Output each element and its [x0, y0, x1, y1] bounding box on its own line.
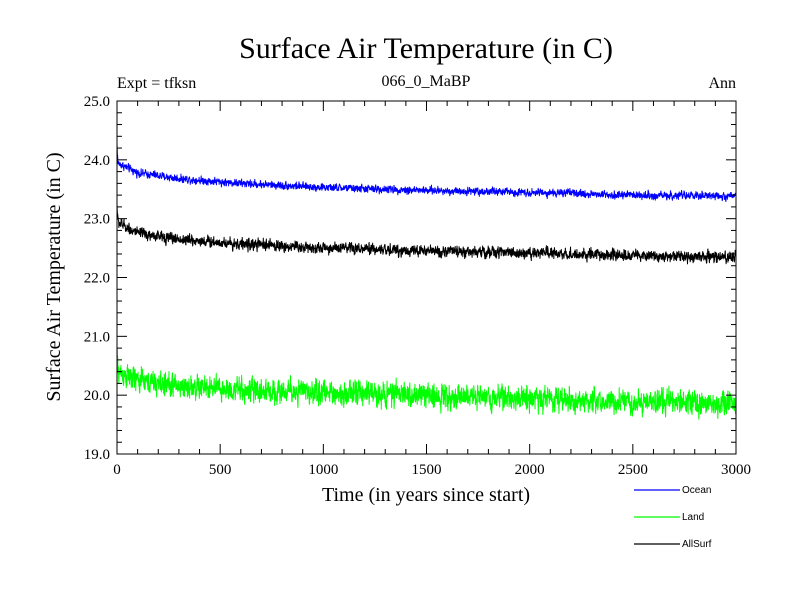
- x-tick-label: 500: [209, 462, 232, 478]
- x-axis-label: Time (in years since start): [322, 484, 530, 506]
- series-line-allsurf: [116, 203, 737, 265]
- x-tick-label: 2000: [515, 462, 545, 478]
- y-axis-label: Surface Air Temperature (in C): [43, 152, 65, 401]
- plot-frame: [116, 100, 737, 455]
- legend-item-ocean: Ocean: [634, 485, 711, 496]
- series-line-land: [116, 348, 737, 420]
- legend-label-ocean: Ocean: [682, 485, 711, 496]
- chart-subtitle: 066_0_MaBP: [382, 73, 471, 90]
- legend-item-land: Land: [634, 512, 704, 523]
- season-label: Ann: [708, 75, 736, 92]
- axes-layer: 0 500 1000 1500 2000 2500 3000 19.0 20.0 21.0 22.0…: [84, 94, 751, 478]
- y-tick-label: 23.0: [84, 212, 110, 228]
- x-tick-label: 1000: [308, 462, 338, 478]
- y-tick-label: 24.0: [84, 153, 110, 169]
- y-tick-label: 22.0: [84, 271, 110, 287]
- y-tick-label: 19.0: [84, 447, 110, 463]
- legend-label-land: Land: [682, 512, 704, 523]
- x-tick-label: 2500: [618, 462, 648, 478]
- legend: Ocean Land AllSurf: [634, 485, 712, 550]
- y-tick-label: 25.0: [84, 94, 110, 110]
- x-tick-label: 3000: [721, 462, 751, 478]
- legend-label-allsurf: AllSurf: [682, 539, 712, 550]
- series-line-ocean: [116, 144, 737, 203]
- series-layer: [116, 144, 737, 420]
- experiment-label: Expt = tfksn: [117, 75, 196, 92]
- x-tick-label: 1500: [412, 462, 442, 478]
- legend-item-allsurf: AllSurf: [634, 539, 712, 550]
- chart-title: Surface Air Temperature (in C): [239, 32, 613, 65]
- y-tick-label: 21.0: [84, 329, 110, 345]
- x-tick-label: 0: [113, 462, 121, 478]
- y-tick-label: 20.0: [84, 388, 110, 404]
